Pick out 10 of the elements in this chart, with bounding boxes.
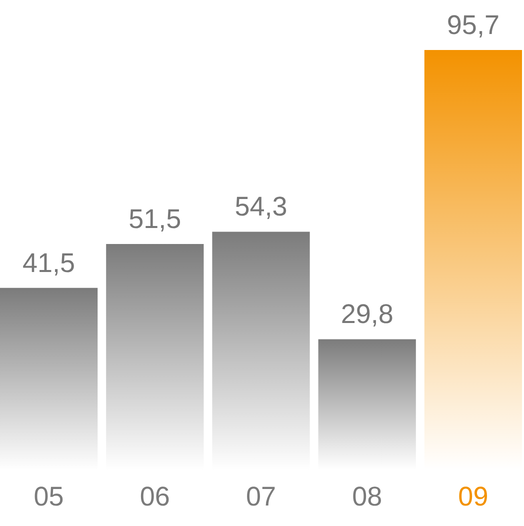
data-label: 95,7 [446,10,500,40]
x-tick-label: 07 [246,482,276,512]
x-tick-label: 05 [34,482,64,512]
data-label: 41,5 [22,248,76,278]
data-label: 51,5 [128,204,182,234]
data-label: 54,3 [234,192,288,222]
x-tick-label: 06 [140,482,170,512]
data-label: 29,8 [340,299,394,330]
x-tick-label: 08 [352,482,382,512]
x-tick-label: 09 [458,482,488,512]
